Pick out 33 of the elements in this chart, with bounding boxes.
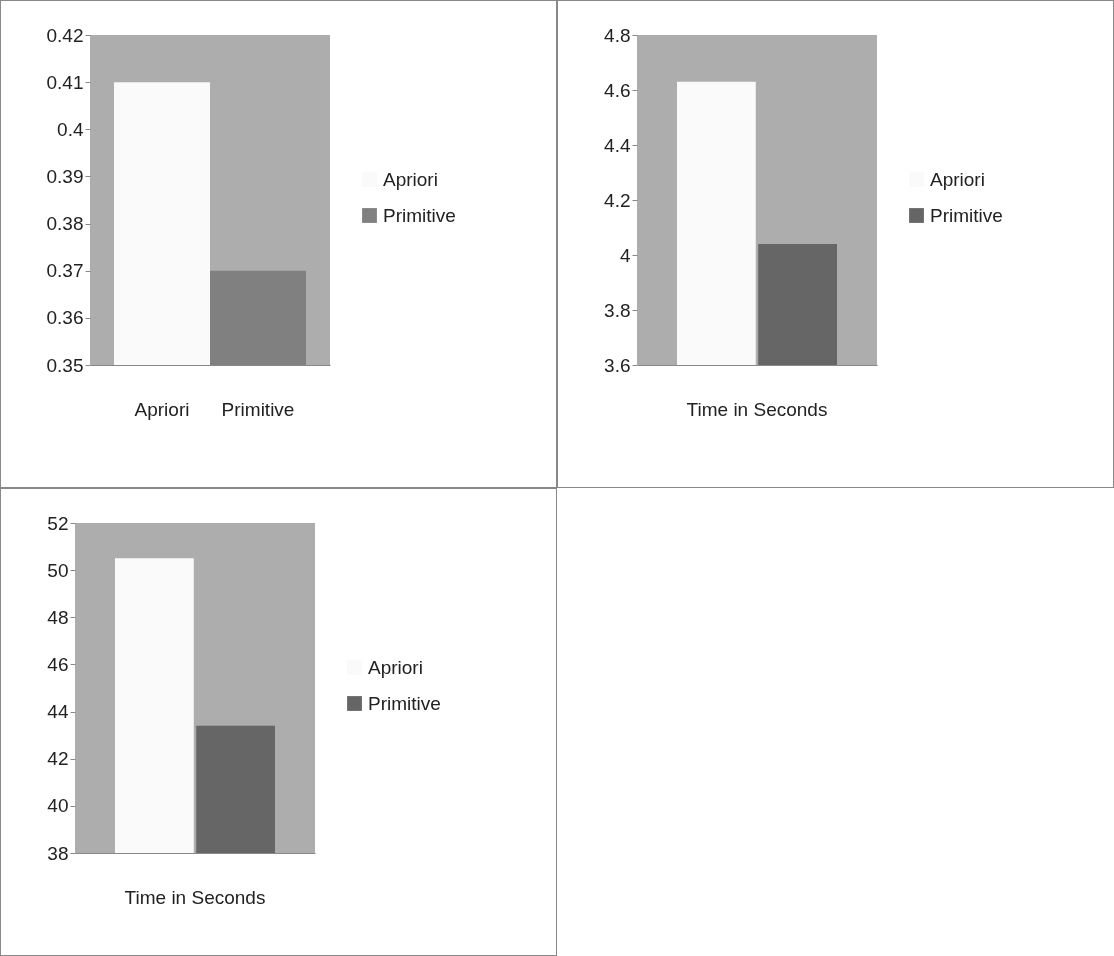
x-tick-label: Time in Seconds bbox=[124, 886, 266, 908]
y-tick-label: 0.42 bbox=[46, 24, 84, 46]
y-tick-label: 4.6 bbox=[604, 79, 631, 101]
y-tick-label: 0.39 bbox=[46, 165, 84, 187]
y-tick-label: 3.8 bbox=[604, 299, 631, 321]
y-tick-label: 52 bbox=[47, 512, 69, 534]
x-tick-label: Apriori bbox=[134, 398, 190, 420]
y-tick-label: 4.8 bbox=[604, 24, 631, 46]
y-tick-label: 4.2 bbox=[604, 189, 631, 211]
y-tick-label: 44 bbox=[47, 701, 69, 723]
x-tick-label: Primitive bbox=[221, 398, 295, 420]
y-tick-label: 0.35 bbox=[46, 354, 84, 376]
y-tick-label: 38 bbox=[47, 842, 69, 864]
y-tick-label: 0.4 bbox=[57, 118, 84, 140]
y-tick-label: 0.37 bbox=[46, 260, 84, 282]
text: Apriori bbox=[368, 656, 423, 678]
y-tick-label: 0.41 bbox=[46, 71, 84, 93]
y-tick-label: 0.36 bbox=[46, 307, 84, 329]
y-tick-label: 4 bbox=[619, 244, 631, 266]
x-tick-label: Time in Seconds bbox=[686, 398, 828, 420]
y-tick-label: 0.38 bbox=[46, 213, 84, 235]
y-tick-label: 48 bbox=[47, 606, 69, 628]
y-tick-label: 46 bbox=[47, 653, 69, 675]
y-tick-label: 50 bbox=[47, 559, 69, 581]
y-tick-label: 4.4 bbox=[604, 134, 631, 156]
legend-label: Primitive bbox=[930, 204, 1003, 226]
y-tick-label: 40 bbox=[47, 795, 69, 817]
legend-label: Primitive bbox=[368, 692, 441, 714]
y-tick-label: 3.6 bbox=[604, 354, 631, 376]
text: Apriori bbox=[383, 168, 438, 190]
y-tick-label: 42 bbox=[47, 748, 69, 770]
legend-label: Primitive bbox=[383, 204, 456, 226]
text: Apriori bbox=[930, 168, 985, 190]
